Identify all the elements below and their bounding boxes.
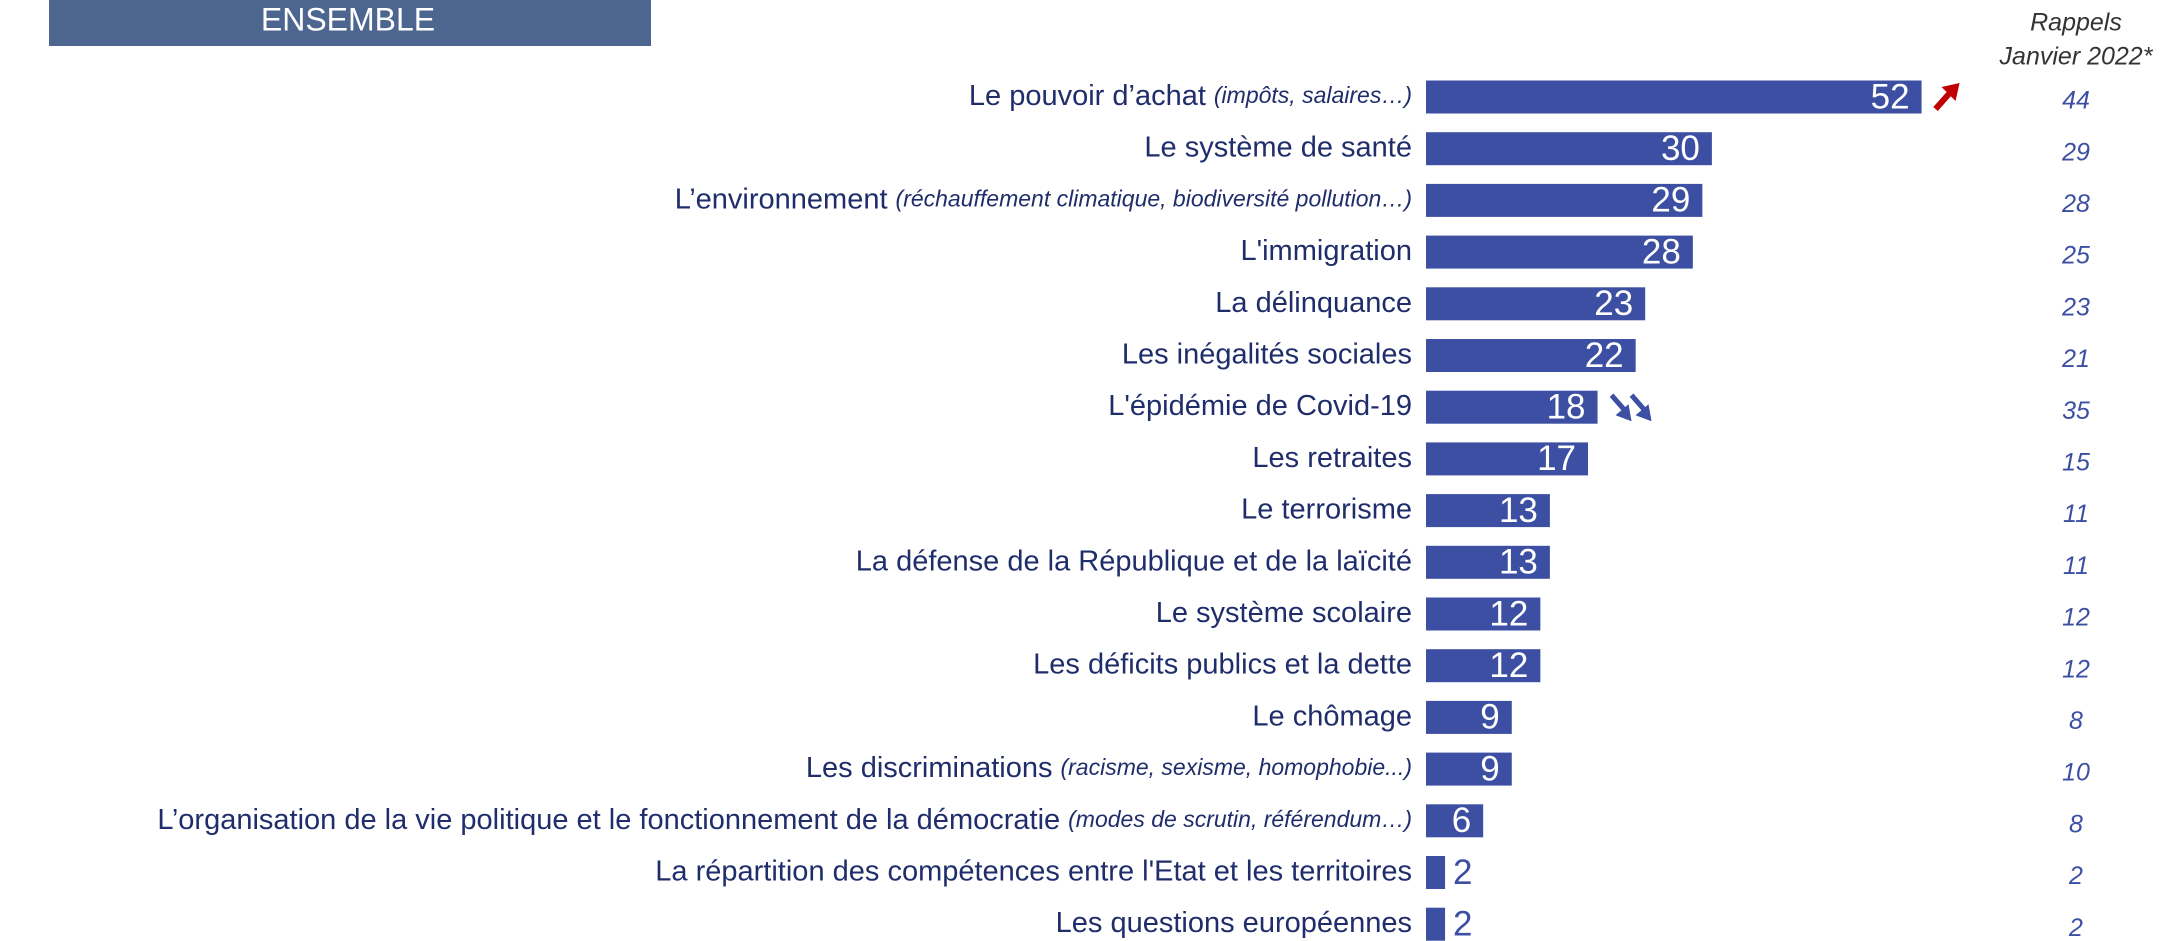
recall-value: 25	[2061, 242, 2090, 270]
bar	[1426, 649, 1541, 683]
bar	[1426, 700, 1512, 734]
category-name: L’organisation de la vie politique et le…	[157, 803, 1060, 835]
category-name: Les déficits publics et la dette	[1033, 648, 1412, 680]
value-label: 2	[1453, 904, 1472, 941]
category-name: La répartition des compétences entre l'E…	[655, 855, 1412, 887]
value-label: 12	[1489, 646, 1528, 685]
bar	[1426, 494, 1550, 528]
category-label: Les déficits publics et la dette	[1033, 648, 1412, 680]
recall-value: 28	[2061, 190, 2090, 218]
trend-arrow-down	[1609, 393, 1628, 413]
recall-value: 11	[2063, 500, 2089, 528]
category-name: Les discriminations	[806, 752, 1053, 784]
category-label: L’environnement (réchauffement climatique…	[675, 183, 1412, 215]
chart-title: ENSEMBLE	[261, 1, 435, 37]
bar	[1426, 287, 1646, 321]
recall-value: 35	[2062, 397, 2090, 425]
bar	[1426, 804, 1484, 838]
value-label: 23	[1594, 284, 1633, 323]
value-label: 13	[1499, 491, 1538, 530]
category-label: Les inégalités sociales	[1122, 338, 1412, 370]
category-name: La défense de la République et de la laï…	[856, 545, 1412, 577]
recall-value: 10	[2062, 759, 2090, 787]
bar	[1426, 442, 1589, 476]
category-label: L’organisation de la vie politique et le…	[157, 803, 1412, 835]
category-name: Le système de santé	[1144, 131, 1412, 163]
category-label: Les retraites	[1252, 442, 1412, 474]
bar	[1426, 597, 1541, 631]
value-label: 13	[1499, 543, 1538, 582]
recall-value: 21	[2061, 345, 2090, 373]
recall-value: 15	[2062, 449, 2090, 477]
bar	[1426, 235, 1693, 269]
category-label: L'immigration	[1240, 235, 1412, 267]
category-name: L'immigration	[1240, 235, 1412, 267]
category-detail: (impôts, salaires…)	[1214, 82, 1412, 108]
category-name: L’environnement	[675, 183, 888, 215]
category-name: Le chômage	[1252, 700, 1412, 732]
category-label: Le système de santé	[1144, 131, 1412, 163]
category-name: Les questions européennes	[1056, 907, 1412, 939]
trend-arrow-down	[1629, 393, 1648, 413]
bar	[1426, 390, 1598, 424]
recall-value: 12	[2062, 604, 2090, 632]
category-name: Le système scolaire	[1156, 597, 1412, 629]
category-name: Les retraites	[1252, 442, 1412, 474]
category-label: Les discriminations (racisme, sexisme, ho…	[806, 752, 1412, 784]
recall-value: 2	[2068, 862, 2083, 890]
title-box	[49, 0, 651, 46]
bar	[1426, 545, 1550, 579]
value-label: 9	[1480, 749, 1499, 788]
recall-value: 29	[2061, 138, 2090, 166]
category-label: Le terrorisme	[1241, 493, 1412, 525]
value-label: 52	[1871, 77, 1910, 116]
category-label: L'épidémie de Covid-19	[1108, 390, 1412, 422]
category-name: L'épidémie de Covid-19	[1108, 390, 1412, 422]
category-detail: (racisme, sexisme, homophobie...)	[1060, 754, 1412, 780]
bar	[1426, 183, 1703, 217]
value-label: 2	[1453, 853, 1472, 892]
bar	[1426, 80, 1922, 114]
category-label: Le système scolaire	[1156, 597, 1412, 629]
bar	[1426, 339, 1636, 372]
recall-header: Rappels	[2030, 9, 2122, 37]
category-label: La défense de la République et de la laï…	[856, 545, 1412, 577]
recall-value: 44	[2062, 87, 2090, 115]
category-label: Le chômage	[1252, 700, 1412, 732]
category-label: Le pouvoir d’achat (impôts, salaires…)	[969, 80, 1412, 112]
recall-value: 12	[2062, 655, 2090, 683]
recall-value: 11	[2063, 552, 2089, 580]
value-label: 17	[1537, 439, 1576, 478]
category-detail: (réchauffement climatique, biodiversité …	[896, 185, 1412, 211]
bar	[1426, 856, 1446, 889]
category-name: Les inégalités sociales	[1122, 338, 1412, 370]
category-detail: (modes de scrutin, référendum…)	[1068, 806, 1412, 832]
trend-arrow-down	[1615, 404, 1632, 422]
recall-value: 8	[2069, 810, 2083, 838]
trend-arrow-up	[1941, 83, 1960, 101]
trend-arrow-down	[1635, 404, 1652, 422]
bar	[1426, 132, 1712, 166]
recall-header: Janvier 2022*	[1999, 43, 2154, 71]
value-label: 28	[1642, 232, 1681, 271]
bar	[1426, 752, 1512, 786]
category-label: La répartition des compétences entre l'E…	[655, 855, 1412, 887]
recall-value: 8	[2069, 707, 2083, 735]
value-label: 22	[1585, 336, 1624, 375]
category-name: Le terrorisme	[1241, 493, 1412, 525]
category-name: Le pouvoir d’achat	[969, 80, 1206, 112]
value-label: 12	[1489, 594, 1528, 633]
value-label: 18	[1547, 387, 1586, 426]
recall-value: 2	[2068, 914, 2083, 941]
value-label: 9	[1480, 698, 1499, 737]
bar	[1426, 907, 1446, 941]
recall-value: 23	[2061, 293, 2090, 321]
value-label: 6	[1452, 801, 1471, 840]
category-label: La délinquance	[1215, 286, 1412, 318]
value-label: 29	[1651, 181, 1690, 220]
category-name: La délinquance	[1215, 286, 1412, 318]
value-label: 30	[1661, 129, 1700, 168]
category-label: Les questions européennes	[1056, 907, 1412, 939]
